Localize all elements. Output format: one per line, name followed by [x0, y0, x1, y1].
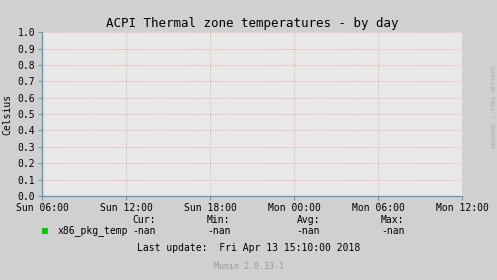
Text: Cur:: Cur:: [132, 215, 156, 225]
Text: x86_pkg_temp: x86_pkg_temp: [57, 226, 128, 236]
Text: -nan: -nan: [207, 226, 231, 236]
Text: Munin 2.0.33-1: Munin 2.0.33-1: [214, 262, 283, 271]
Text: -nan: -nan: [132, 226, 156, 236]
Y-axis label: Celsius: Celsius: [2, 94, 12, 135]
Text: RRDTOOL / TOBI OETIKER: RRDTOOL / TOBI OETIKER: [491, 65, 496, 148]
Text: ■: ■: [42, 226, 48, 236]
Text: -nan: -nan: [296, 226, 320, 236]
Text: Min:: Min:: [207, 215, 231, 225]
Text: -nan: -nan: [381, 226, 405, 236]
Text: Last update:  Fri Apr 13 15:10:00 2018: Last update: Fri Apr 13 15:10:00 2018: [137, 243, 360, 253]
Text: Max:: Max:: [381, 215, 405, 225]
Title: ACPI Thermal zone temperatures - by day: ACPI Thermal zone temperatures - by day: [106, 17, 399, 30]
Text: Avg:: Avg:: [296, 215, 320, 225]
